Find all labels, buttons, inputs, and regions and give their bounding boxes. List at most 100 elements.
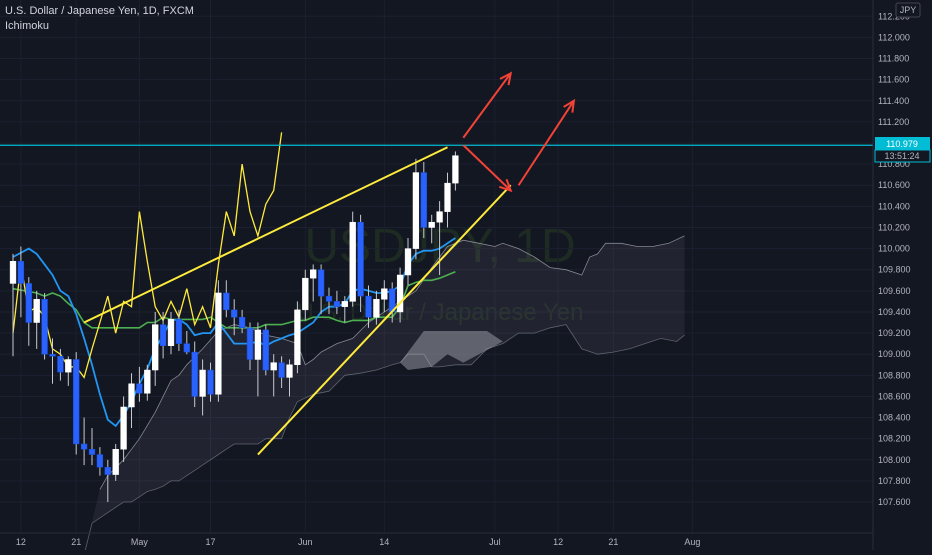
price-tick-label: 110.000 (878, 244, 910, 254)
candle-body-down (262, 329, 269, 371)
candle-body-down (420, 172, 427, 228)
time-axis[interactable]: 12 21 May 17 Jun 14 Jul 12 21 Aug (16, 537, 701, 547)
candle-body-up (33, 299, 40, 323)
arrow-up-1 (462, 72, 512, 139)
price-tick-label: 110.800 (878, 159, 910, 169)
candle-body-down (57, 356, 64, 373)
time-tick-label: Jun (298, 537, 313, 547)
candle-body-up (120, 406, 127, 450)
symbol-title[interactable]: U.S. Dollar / Japanese Yen, 1D, FXCM (5, 5, 194, 17)
candle-body-down (175, 319, 183, 344)
drawings[interactable] (0, 71, 873, 456)
arrow-down-head (498, 178, 513, 193)
candle-body-down (246, 327, 254, 360)
price-badges: 110.979 13:51:24 JPY (874, 2, 931, 163)
price-axis[interactable]: 107.600 107.800 108.000 108.200 108.400 108.6… (878, 11, 911, 507)
price-tick-label: 112.000 (878, 32, 910, 42)
current-price-badge (875, 137, 930, 150)
chart-header: U.S. Dollar / Japanese Yen, 1D, FXCM Ich… (5, 4, 194, 34)
price-tick-label: 111.600 (878, 75, 909, 85)
kumo-cloud-fill (84, 235, 685, 555)
candle-body-down (333, 301, 341, 307)
indicator-label[interactable]: Ichimoku (5, 20, 50, 32)
candle-body-up (286, 364, 293, 378)
candles[interactable] (9, 151, 459, 503)
candle-body-up (444, 182, 451, 212)
candle-body-down (80, 443, 88, 450)
time-tick-label: May (131, 537, 149, 547)
candle-body-up (396, 274, 404, 313)
candle-body-up (270, 362, 277, 371)
arrow-down (462, 144, 512, 192)
candle-body-down (104, 466, 111, 475)
price-tick-label: 109.400 (878, 307, 911, 317)
candle-body-down (207, 369, 214, 395)
currency-label: JPY (900, 5, 917, 15)
price-tick-label: 111.400 (878, 96, 909, 106)
candle-body-up (9, 261, 17, 284)
candle-body-up (65, 359, 72, 373)
time-tick-label: 12 (553, 537, 563, 547)
wedge-lower-trendline (257, 184, 512, 456)
price-tick-label: 109.200 (878, 328, 911, 338)
candle-body-up (294, 309, 301, 366)
candle-body-up (381, 288, 388, 300)
candle-body-up (128, 383, 135, 408)
candle-body-up (412, 172, 420, 249)
candle-body-down (96, 454, 104, 468)
price-tick-label: 111.200 (878, 117, 909, 127)
countdown-label: 13:51:24 (884, 151, 919, 161)
time-tick-label: 21 (71, 537, 81, 547)
candle-body-up (349, 221, 356, 302)
candle-body-down (183, 343, 190, 353)
price-tick-label: 110.600 (878, 180, 910, 190)
chikou-span-line (12, 132, 283, 379)
arrow-up-2 (517, 100, 575, 186)
candle-body-down (88, 448, 96, 455)
candle-body-up (167, 319, 175, 347)
candle-body-down (17, 261, 25, 284)
currency-badge[interactable] (895, 2, 921, 18)
candle-body-up (428, 221, 435, 228)
candle-body-up (112, 448, 119, 475)
senkou-span-a-line (99, 235, 685, 490)
candle-body-up (144, 369, 151, 394)
candle-body-up (310, 269, 317, 279)
price-tick-label: 109.600 (878, 286, 911, 296)
countdown-badge (874, 149, 931, 163)
candle-body-up (436, 211, 443, 223)
candle-body-up (152, 324, 159, 371)
candle-body-down (365, 295, 372, 318)
senkou-span-b-line (83, 324, 685, 555)
candle-body-down (41, 299, 48, 355)
candle-body-up (452, 155, 459, 184)
arrow-up-1-head (499, 71, 513, 86)
candle-body-down (191, 351, 198, 397)
candle-body-down (278, 362, 285, 378)
price-tick-label: 107.800 (878, 476, 911, 486)
price-tick-label: 108.400 (878, 413, 911, 423)
ichimoku-cloud (83, 235, 685, 555)
candle-body-down (136, 383, 143, 394)
price-tick-label: 110.400 (878, 201, 910, 211)
price-tick-label: 108.200 (878, 434, 911, 444)
wedge-upper-trendline (83, 146, 448, 324)
price-tick-label: 111.800 (878, 54, 909, 64)
time-tick-label: Jul (489, 537, 501, 547)
candle-body-down (49, 353, 56, 357)
current-price-label: 110.979 (886, 139, 918, 149)
candle-body-up (404, 248, 412, 276)
arrow-up-2-head (563, 98, 576, 113)
candle-body-down (159, 324, 167, 347)
price-tick-label: 108.600 (878, 391, 911, 401)
time-tick-label: 14 (379, 537, 389, 547)
candle-body-down (223, 292, 230, 311)
candle-body-down (73, 359, 80, 445)
price-tick-label: 109.000 (878, 349, 911, 359)
candle-body-up (302, 277, 309, 311)
time-tick-label: 12 (16, 537, 26, 547)
time-tick-label: 21 (608, 537, 618, 547)
